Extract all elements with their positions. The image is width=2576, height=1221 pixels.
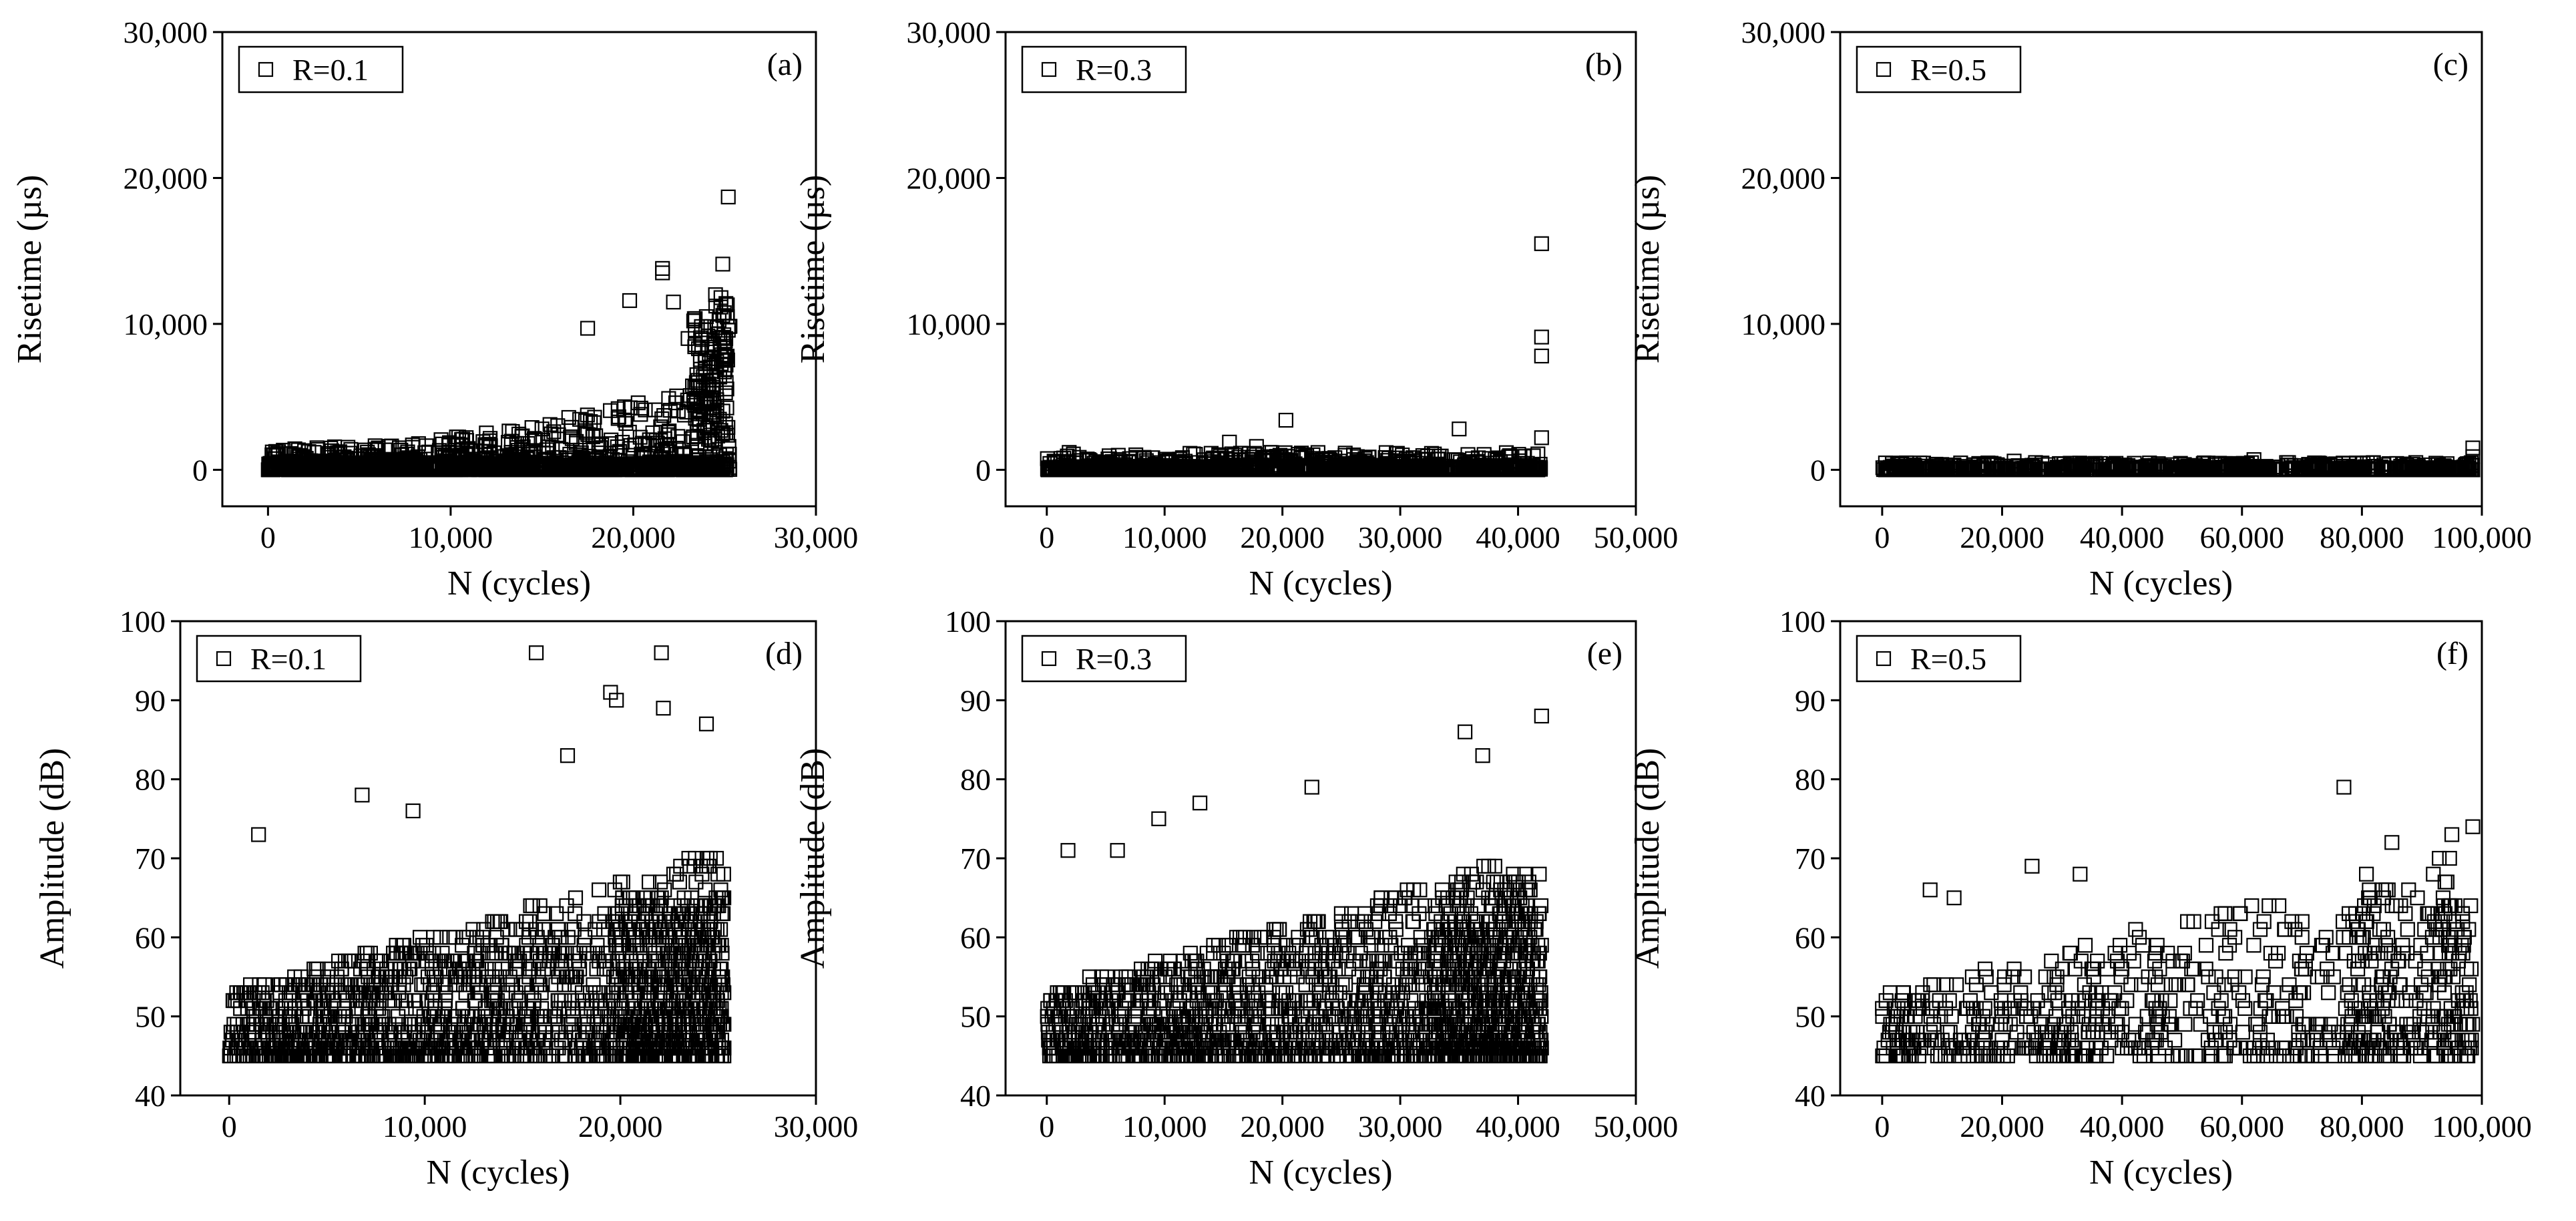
panel-b: 0 10,000 20,000 30,000 40,000 50,000 0 10,000 20… bbox=[794, 15, 1678, 602]
data-point bbox=[581, 322, 594, 335]
data-point bbox=[538, 963, 551, 976]
data-point bbox=[568, 907, 582, 920]
data-point bbox=[412, 994, 425, 1007]
data-point bbox=[552, 923, 565, 936]
y-tick-label: 0 bbox=[192, 453, 208, 487]
x-axis-label: N (cycles) bbox=[2089, 564, 2233, 602]
y-tick-label: 10,000 bbox=[124, 307, 208, 341]
x-tick-label: 60,000 bbox=[2199, 520, 2284, 554]
x-tick-label: 50,000 bbox=[1594, 520, 1679, 554]
data-point bbox=[1279, 413, 1293, 427]
x-tick-label: 100,000 bbox=[2432, 520, 2532, 554]
legend-label: R=0.3 bbox=[1076, 53, 1152, 87]
data-markers-c bbox=[1876, 442, 2480, 477]
x-axis-label: N (cycles) bbox=[447, 564, 591, 602]
data-point bbox=[1452, 422, 1466, 435]
y-tick-label: 20,000 bbox=[1741, 161, 1826, 195]
data-point bbox=[519, 915, 533, 928]
data-point bbox=[667, 295, 680, 309]
data-point bbox=[592, 915, 606, 928]
y-tick-label: 30,000 bbox=[907, 15, 992, 49]
x-tick-label: 30,000 bbox=[1358, 520, 1443, 554]
panel-tag: (a) bbox=[767, 47, 803, 82]
legend-label: R=0.5 bbox=[1910, 53, 1986, 87]
x-axis-label: N (cycles) bbox=[1249, 564, 1392, 602]
data-point bbox=[2466, 442, 2480, 455]
data-markers-d bbox=[223, 646, 731, 1063]
y-axis-label: Risetime (µs) bbox=[794, 175, 832, 364]
data-point bbox=[608, 883, 622, 896]
x-tick-label: 0 bbox=[1039, 520, 1054, 554]
x-tick-label: 80,000 bbox=[2320, 520, 2404, 554]
x-tick-label: 10,000 bbox=[1122, 520, 1207, 554]
y-tick-label: 20,000 bbox=[907, 161, 992, 195]
data-point bbox=[1535, 349, 1548, 363]
data-point bbox=[1535, 431, 1548, 444]
data-point bbox=[389, 971, 402, 984]
data-point bbox=[722, 190, 735, 204]
x-tick-label: 20,000 bbox=[1240, 520, 1325, 554]
x-tick-label: 20,000 bbox=[1960, 520, 2045, 554]
x-tick-label: 10,000 bbox=[409, 520, 493, 554]
data-point bbox=[467, 971, 480, 984]
y-tick-label: 20,000 bbox=[124, 161, 208, 195]
data-point bbox=[408, 1018, 421, 1031]
y-tick-label: 0 bbox=[976, 453, 991, 487]
x-tick-label: 0 bbox=[1874, 520, 1890, 554]
data-point bbox=[279, 994, 292, 1007]
plot-frame bbox=[1006, 32, 1636, 506]
y-axis-label: Risetime (µs) bbox=[1629, 175, 1667, 364]
panel-tag: (b) bbox=[1585, 47, 1623, 82]
panel-a: 0 10,000 20,000 30,000 0 10,000 20,000 30,000 N … bbox=[11, 15, 858, 602]
y-tick-label: 30,000 bbox=[124, 15, 208, 49]
x-tick-label: 0 bbox=[260, 520, 276, 554]
data-point bbox=[717, 868, 730, 881]
data-point bbox=[253, 978, 266, 991]
panel-c: 0 20,000 40,000 60,000 80,000 100,000 0 10,000 2… bbox=[1629, 15, 2532, 602]
data-point bbox=[560, 899, 574, 912]
data-markers-a bbox=[262, 190, 737, 477]
panel-tag: (c) bbox=[2433, 47, 2468, 82]
data-point bbox=[1535, 237, 1548, 250]
x-tick-label: 20,000 bbox=[591, 520, 676, 554]
y-tick-label: 10,000 bbox=[1741, 307, 1826, 341]
data-point bbox=[656, 262, 669, 275]
data-point bbox=[656, 267, 669, 280]
y-tick-label: 30,000 bbox=[1741, 15, 1826, 49]
x-tick-label: 40,000 bbox=[1476, 520, 1560, 554]
plot-frame bbox=[1840, 32, 2482, 506]
data-point bbox=[1535, 331, 1548, 344]
legend-label: R=0.1 bbox=[292, 53, 369, 87]
y-tick-label: 0 bbox=[1810, 453, 1826, 487]
data-markers-b bbox=[1041, 237, 1548, 477]
x-tick-label: 40,000 bbox=[2080, 520, 2165, 554]
data-point bbox=[457, 930, 470, 944]
data-point bbox=[716, 257, 730, 271]
data-point bbox=[623, 294, 636, 307]
x-tick-label: 30,000 bbox=[774, 520, 859, 554]
y-tick-label: 10,000 bbox=[907, 307, 992, 341]
y-axis-label: Risetime (µs) bbox=[11, 175, 49, 364]
